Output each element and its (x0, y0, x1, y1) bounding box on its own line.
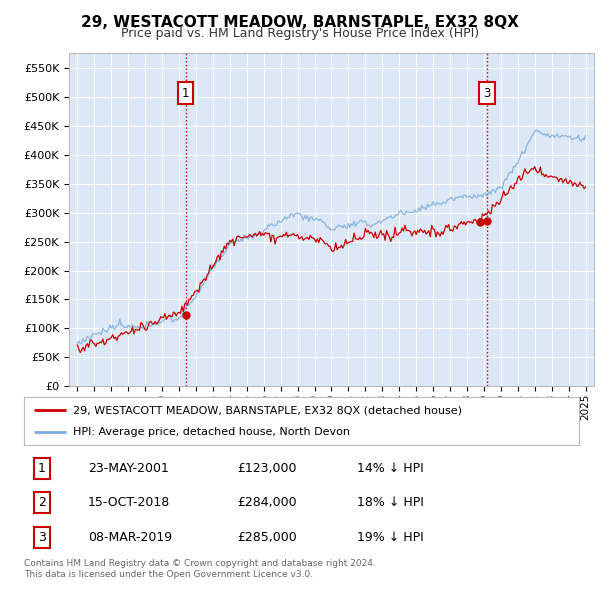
Text: 3: 3 (483, 87, 491, 100)
Text: 18% ↓ HPI: 18% ↓ HPI (357, 496, 424, 510)
Text: £284,000: £284,000 (238, 496, 298, 510)
Text: 29, WESTACOTT MEADOW, BARNSTAPLE, EX32 8QX: 29, WESTACOTT MEADOW, BARNSTAPLE, EX32 8… (81, 15, 519, 30)
Text: £123,000: £123,000 (238, 461, 297, 474)
Text: 1: 1 (182, 87, 189, 100)
Text: 1: 1 (38, 461, 46, 474)
Text: 08-MAR-2019: 08-MAR-2019 (88, 532, 172, 545)
Text: 3: 3 (38, 532, 46, 545)
Text: 23-MAY-2001: 23-MAY-2001 (88, 461, 169, 474)
Text: £285,000: £285,000 (238, 532, 298, 545)
Text: 15-OCT-2018: 15-OCT-2018 (88, 496, 170, 510)
Text: Contains HM Land Registry data © Crown copyright and database right 2024.: Contains HM Land Registry data © Crown c… (24, 559, 376, 568)
Text: 14% ↓ HPI: 14% ↓ HPI (357, 461, 424, 474)
Text: 2: 2 (38, 496, 46, 510)
Text: 19% ↓ HPI: 19% ↓ HPI (357, 532, 424, 545)
Text: Price paid vs. HM Land Registry's House Price Index (HPI): Price paid vs. HM Land Registry's House … (121, 27, 479, 40)
Text: HPI: Average price, detached house, North Devon: HPI: Average price, detached house, Nort… (73, 427, 350, 437)
Text: This data is licensed under the Open Government Licence v3.0.: This data is licensed under the Open Gov… (24, 570, 313, 579)
Text: 29, WESTACOTT MEADOW, BARNSTAPLE, EX32 8QX (detached house): 29, WESTACOTT MEADOW, BARNSTAPLE, EX32 8… (73, 405, 462, 415)
